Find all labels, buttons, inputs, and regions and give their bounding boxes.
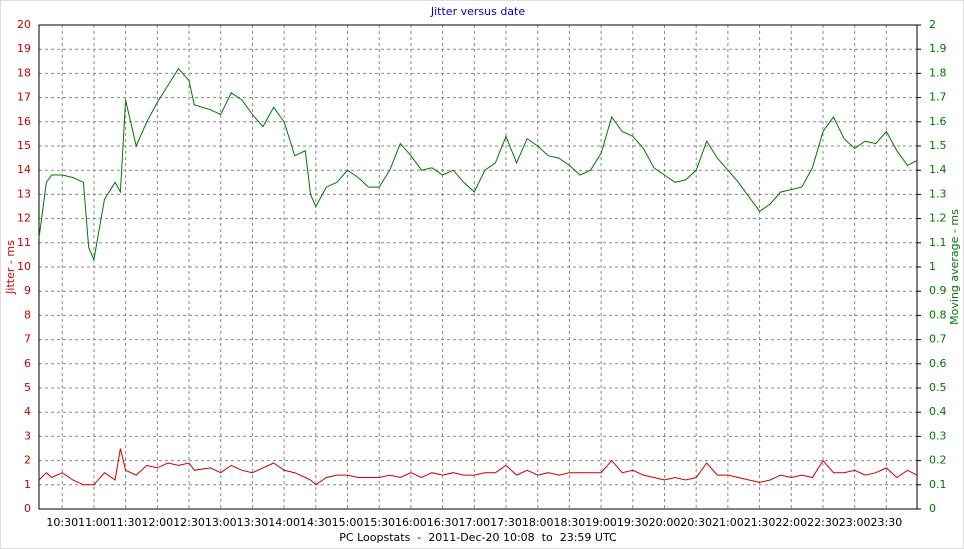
x-tick-label: 18:30 bbox=[554, 516, 586, 529]
y2-tick-label: 1.5 bbox=[929, 139, 947, 152]
y-tick-label: 18 bbox=[17, 66, 31, 79]
y2-tick-label: 1.2 bbox=[929, 212, 947, 225]
y-tick-label: 13 bbox=[17, 187, 31, 200]
y-tick-label: 17 bbox=[17, 91, 31, 104]
y2-tick-label: 0.5 bbox=[929, 381, 947, 394]
y2-tick-label: 1.9 bbox=[929, 42, 947, 55]
y2-tick-label: 1.1 bbox=[929, 236, 947, 249]
data-line bbox=[38, 448, 918, 486]
y2-tick-label: 0.4 bbox=[929, 405, 947, 418]
y2-tick-label: 0.9 bbox=[929, 284, 947, 297]
x-tick-label: 17:30 bbox=[490, 516, 522, 529]
x-tick-label: 15:00 bbox=[332, 516, 364, 529]
y-tick-label: 0 bbox=[24, 502, 31, 515]
x-tick-label: 20:30 bbox=[680, 516, 712, 529]
y-tick-label: 14 bbox=[17, 163, 31, 176]
y-tick-label: 9 bbox=[24, 284, 31, 297]
x-tick-label: 12:30 bbox=[173, 516, 205, 529]
y-tick-label: 19 bbox=[17, 42, 31, 55]
y-tick-label: 10 bbox=[17, 260, 31, 273]
x-tick-label: 10:30 bbox=[46, 516, 78, 529]
x-tick-label: 21:00 bbox=[712, 516, 744, 529]
y2-tick-label: 1.4 bbox=[929, 163, 947, 176]
y2-tick-label: 0.7 bbox=[929, 333, 947, 346]
x-tick-label: 21:30 bbox=[744, 516, 776, 529]
y-axis-label: Jitter - ms bbox=[4, 240, 17, 295]
y-tick-label: 5 bbox=[24, 381, 31, 394]
y2-tick-label: 1.6 bbox=[929, 115, 947, 128]
x-tick-label: 23:30 bbox=[871, 516, 903, 529]
y2-tick-label: 1.3 bbox=[929, 187, 947, 200]
x-tick-label: 13:00 bbox=[205, 516, 237, 529]
y2-tick-label: 0 bbox=[929, 502, 936, 515]
plot-frame bbox=[38, 24, 918, 510]
y-tick-label: 8 bbox=[24, 308, 31, 321]
y-tick-label: 20 bbox=[17, 18, 31, 31]
x-tick-label: 19:00 bbox=[585, 516, 617, 529]
x-tick-label: 23:00 bbox=[839, 516, 871, 529]
x-tick-label: 15:30 bbox=[363, 516, 395, 529]
data-line bbox=[38, 67, 918, 262]
x-axis-label: PC Loopstats - 2011-Dec-20 10:08 to 23:5… bbox=[339, 531, 617, 544]
y2-tick-label: 0.8 bbox=[929, 308, 947, 321]
x-tick-label: 16:30 bbox=[427, 516, 459, 529]
x-tick-label: 11:30 bbox=[110, 516, 142, 529]
y-tick-label: 1 bbox=[24, 478, 31, 491]
x-tick-label: 20:00 bbox=[649, 516, 681, 529]
y-tick-label: 3 bbox=[24, 429, 31, 442]
y-tick-label: 4 bbox=[24, 405, 31, 418]
y-tick-label: 12 bbox=[17, 212, 31, 225]
y-tick-label: 2 bbox=[24, 454, 31, 467]
x-tick-label: 22:00 bbox=[775, 516, 807, 529]
x-tick-label: 11:00 bbox=[78, 516, 110, 529]
x-tick-label: 14:30 bbox=[300, 516, 332, 529]
y2-tick-label: 0.2 bbox=[929, 454, 947, 467]
y2-tick-label: 0.1 bbox=[929, 478, 947, 491]
chart-title: Jitter versus date bbox=[430, 5, 525, 18]
x-tick-label: 22:30 bbox=[807, 516, 839, 529]
y2-tick-label: 2 bbox=[929, 18, 936, 31]
y-tick-label: 7 bbox=[24, 333, 31, 346]
x-tick-label: 16:00 bbox=[395, 516, 427, 529]
x-tick-label: 14:00 bbox=[268, 516, 300, 529]
y2-tick-label: 0.3 bbox=[929, 429, 947, 442]
y-tick-label: 15 bbox=[17, 139, 31, 152]
y2-tick-label: 0.6 bbox=[929, 357, 947, 370]
y2-tick-label: 1 bbox=[929, 260, 936, 273]
y2-tick-label: 1.7 bbox=[929, 91, 947, 104]
y-tick-label: 16 bbox=[17, 115, 31, 128]
y-tick-label: 11 bbox=[17, 236, 31, 249]
y2-tick-label: 1.8 bbox=[929, 66, 947, 79]
x-tick-label: 13:30 bbox=[237, 516, 269, 529]
x-tick-label: 18:00 bbox=[522, 516, 554, 529]
y2-axis-label: Moving average - ms bbox=[948, 209, 961, 325]
x-tick-label: 12:00 bbox=[141, 516, 173, 529]
x-tick-label: 17:00 bbox=[458, 516, 490, 529]
y-tick-label: 6 bbox=[24, 357, 31, 370]
x-tick-label: 19:30 bbox=[617, 516, 649, 529]
